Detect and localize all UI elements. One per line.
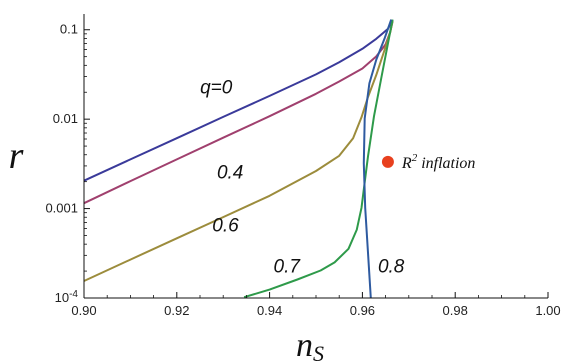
x-axis-title-subscript: S: [313, 341, 324, 361]
x-tick-label: 0.96: [350, 303, 375, 318]
x-tick-label: 0.90: [71, 303, 96, 318]
series-label: q=0: [200, 78, 233, 99]
x-axis-title-main: n: [296, 327, 313, 361]
series-line-0-8: [362, 19, 393, 299]
series-line-0-7: [243, 19, 394, 299]
x-axis-title: nS: [296, 327, 324, 361]
x-tick-label: 0.98: [443, 303, 468, 318]
series-layer: [83, 19, 394, 299]
r2-inflation-marker: [381, 155, 394, 168]
labels-layer: q=0 0.4 0.6 0.7 0.8 R2 inflation: [200, 78, 475, 278]
series-label: 0.4: [217, 162, 243, 183]
r2-inflation-label: R2 inflation: [401, 152, 476, 172]
x-tick-label: 1.00: [535, 303, 560, 318]
x-tick-label: 0.94: [257, 303, 282, 318]
y-axis-title: r: [9, 135, 24, 177]
y-tick-label: 0.01: [53, 111, 78, 126]
series-line-0-6: [83, 20, 394, 282]
series-line-q-0: [83, 19, 394, 182]
series-label: 0.6: [212, 215, 239, 236]
y-tick-label: 0.001: [45, 201, 78, 216]
x-tick-label: 0.92: [164, 303, 189, 318]
series-label: 0.7: [274, 256, 302, 277]
y-tick-label: 0.1: [60, 22, 78, 37]
series-label: 0.8: [378, 256, 405, 277]
